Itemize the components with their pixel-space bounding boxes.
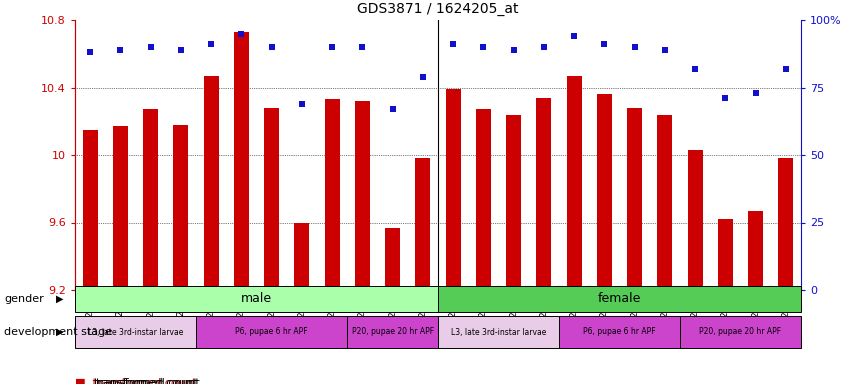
Point [659, 46, 672, 53]
Text: ■: ■ [75, 377, 86, 384]
Bar [325, 99, 340, 290]
Text: P20, pupae 20 hr APF: P20, pupae 20 hr APF [700, 328, 781, 336]
Bar [537, 98, 552, 290]
Point [628, 44, 642, 50]
Bar [748, 211, 763, 290]
Text: L3, late 3rd-instar larvae: L3, late 3rd-instar larvae [451, 328, 546, 336]
Bar [597, 94, 612, 290]
Point [507, 46, 521, 53]
Point [719, 95, 733, 101]
Text: ■  transformed count: ■ transformed count [75, 377, 196, 384]
Bar [82, 130, 98, 290]
Point [325, 44, 339, 50]
Bar [75, 286, 438, 312]
Bar [446, 89, 461, 290]
Bar [438, 286, 801, 312]
Bar [688, 150, 703, 290]
Bar [506, 114, 521, 290]
Bar [718, 219, 733, 290]
Bar [658, 114, 673, 290]
Bar [559, 316, 680, 348]
Point [386, 106, 399, 112]
Point [447, 41, 460, 47]
Title: GDS3871 / 1624205_at: GDS3871 / 1624205_at [357, 2, 519, 16]
Point [689, 66, 702, 72]
Bar [75, 316, 196, 348]
Point [598, 41, 611, 47]
Bar [415, 158, 431, 290]
Point [295, 101, 309, 107]
Text: ▶: ▶ [56, 294, 64, 304]
Point [83, 49, 97, 55]
Bar [567, 76, 582, 290]
Bar [385, 228, 400, 290]
Point [235, 30, 248, 36]
Point [537, 44, 551, 50]
Text: female: female [598, 293, 641, 306]
Point [174, 46, 188, 53]
Text: transformed count: transformed count [93, 377, 198, 384]
Point [114, 46, 127, 53]
Bar [355, 101, 370, 290]
Bar [204, 76, 219, 290]
Bar [196, 316, 347, 348]
Text: P20, pupae 20 hr APF: P20, pupae 20 hr APF [352, 328, 434, 336]
Bar [113, 126, 128, 290]
Bar [347, 316, 438, 348]
Point [416, 74, 430, 80]
Point [477, 44, 490, 50]
Text: male: male [241, 293, 272, 306]
Bar [173, 125, 188, 290]
Bar [143, 109, 158, 290]
Point [204, 41, 218, 47]
Bar [627, 108, 643, 290]
Bar [476, 109, 491, 290]
Text: transformed count: transformed count [96, 377, 200, 384]
Point [779, 66, 792, 72]
Text: development stage: development stage [4, 327, 113, 337]
Point [265, 44, 278, 50]
Bar [294, 222, 309, 290]
Point [748, 90, 762, 96]
Bar [778, 158, 793, 290]
Point [356, 44, 369, 50]
Point [144, 44, 157, 50]
Bar [680, 316, 801, 348]
Text: P6, pupae 6 hr APF: P6, pupae 6 hr APF [583, 328, 656, 336]
Text: ▶: ▶ [56, 327, 64, 337]
Text: P6, pupae 6 hr APF: P6, pupae 6 hr APF [235, 328, 308, 336]
Text: L3, late 3rd-instar larvae: L3, late 3rd-instar larvae [87, 328, 183, 336]
Bar [234, 32, 249, 290]
Bar [264, 108, 279, 290]
Point [568, 33, 581, 39]
Bar [438, 316, 559, 348]
Text: gender: gender [4, 294, 44, 304]
